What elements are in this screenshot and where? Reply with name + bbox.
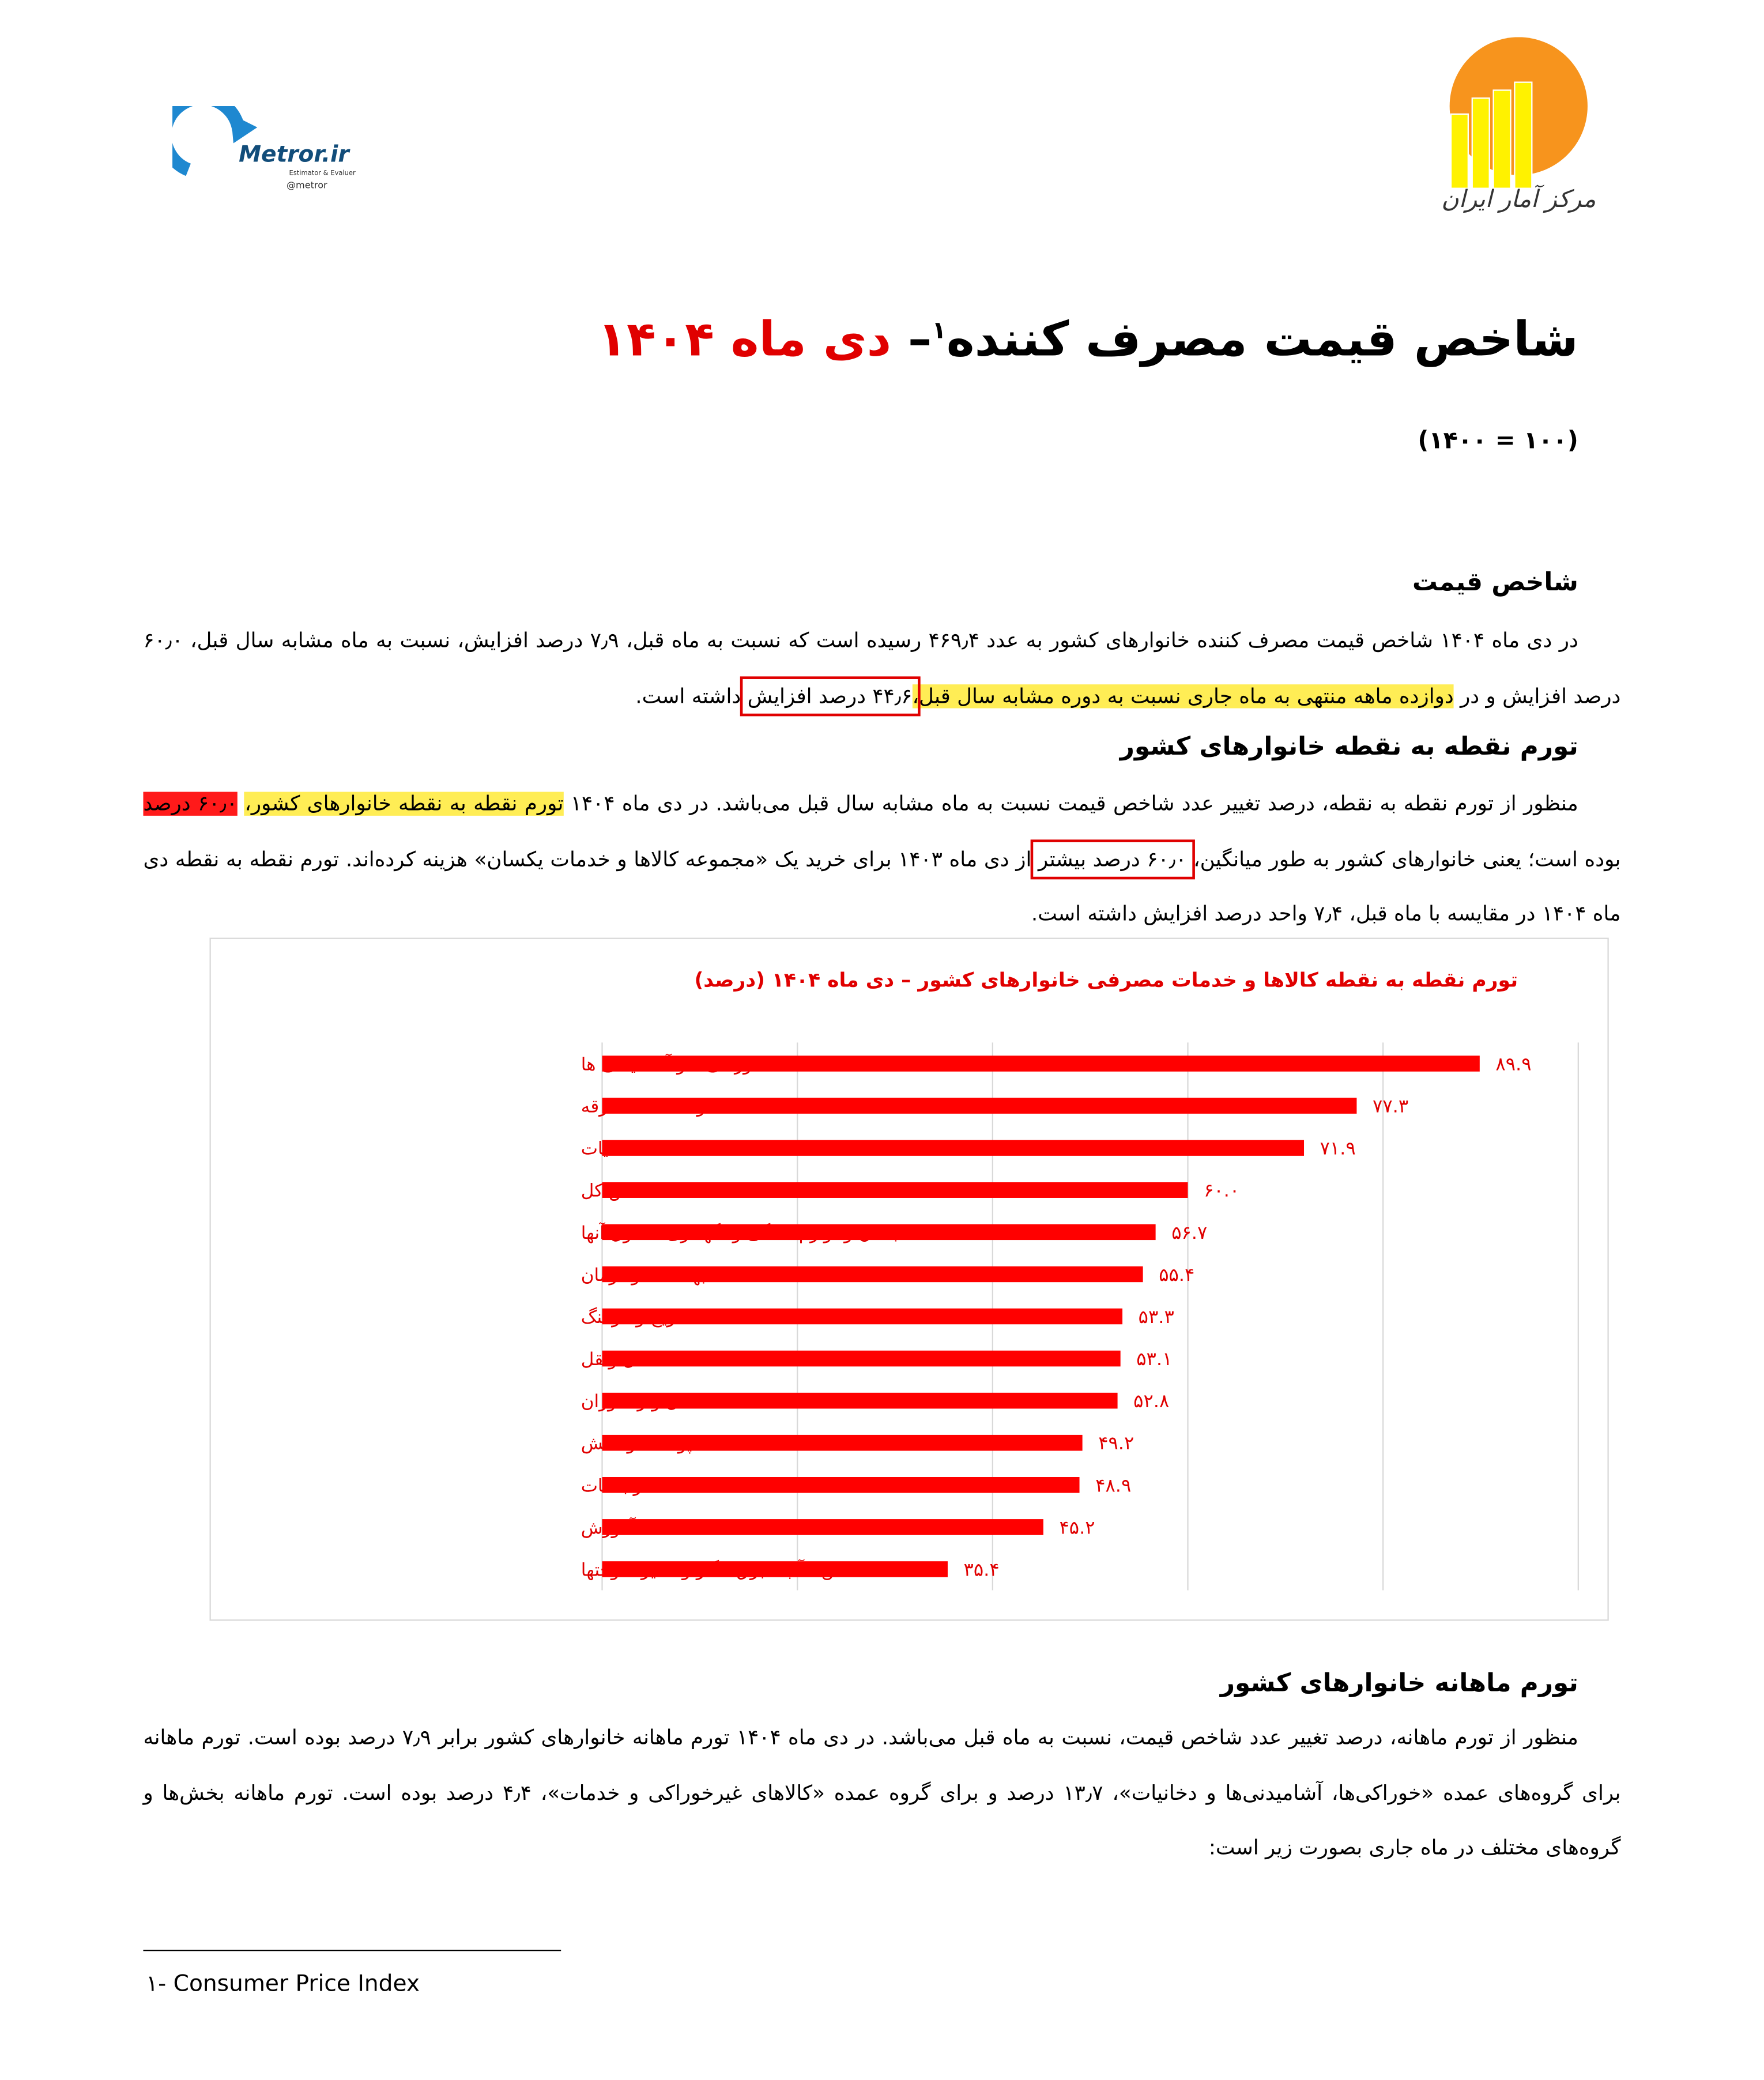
bar: [602, 1434, 1083, 1451]
text: منظور از تورم ماهانه، درصد تغییر عدد شاخ…: [143, 1725, 1621, 1860]
value-label: ۷۱.۹: [1320, 1137, 1356, 1159]
chart-frame: تورم نقطه به نقطه کالاها و خدمات مصرفی خ…: [209, 937, 1609, 1621]
logo-bar: [1471, 97, 1490, 189]
value-label: ۵۶.۷: [1171, 1222, 1207, 1244]
value-label: ۵۵.۴: [1159, 1264, 1194, 1286]
bar: [602, 1477, 1080, 1493]
highlight: تورم نقطه به نقطه خانوارهای کشور،: [244, 792, 564, 816]
text: داشته است.: [635, 684, 748, 708]
paragraph: منظور از تورم نقطه به نقطه، درصد تغییر ع…: [143, 777, 1620, 942]
bar: [602, 1056, 1480, 1072]
value-label: ۳۵.۴: [964, 1558, 1000, 1580]
value-label: ۴۹.۲: [1098, 1432, 1134, 1454]
highlight: ۶۰٫۰ درصد: [143, 792, 238, 816]
text: در دی ماه ۱۴۰۴ شاخص قیمت مصرف کننده خانو…: [143, 628, 1621, 708]
bar: [602, 1350, 1121, 1367]
bar: [602, 1182, 1188, 1198]
value-label: ۴۸.۹: [1095, 1474, 1131, 1496]
bar: [602, 1308, 1123, 1325]
bar: [602, 1519, 1043, 1535]
logo-text: Metror.ir: [239, 142, 350, 168]
bar: [602, 1098, 1357, 1114]
value-label: ۶۰.۰: [1204, 1180, 1239, 1201]
logo-bar: [1492, 89, 1512, 189]
bar: [602, 1140, 1305, 1156]
logo-arc: [172, 106, 246, 176]
footnote: ۱- Consumer Price Index: [146, 1970, 420, 1998]
logo-sub: Estimator & Evaluer: [289, 169, 356, 177]
chart-title: تورم نقطه به نقطه کالاها و خدمات مصرفی خ…: [694, 969, 1518, 992]
section-heading: تورم ماهانه خانوارهای کشور: [1220, 1668, 1578, 1698]
bar: [602, 1392, 1118, 1409]
boxed-text: ۴۴٫۶ درصد افزایش: [739, 676, 921, 716]
text: بوده است؛ یعنی خانوارهای کشور به طور میا…: [1186, 846, 1621, 871]
subtitle: (۱۰۰ = ۱۴۰۰): [1418, 427, 1578, 455]
highlight: دوازده ماهه منتهی به ماه جاری نسبت به دو…: [912, 684, 1454, 708]
value-label: ۵۳.۳: [1139, 1306, 1174, 1328]
text: منظور از تورم نقطه به نقطه، درصد تغییر ع…: [563, 792, 1578, 816]
title-date: دی ماه ۱۴۰۴: [597, 312, 892, 368]
text: از دی ماه ۱۴۰۳ برای خرید یک «مجموعه کالا…: [143, 846, 1621, 926]
value-label: ۷۷.۳: [1373, 1095, 1408, 1117]
chart: تورم نقطه به نقطه کالاها و خدمات مصرفی خ…: [581, 969, 1579, 1591]
title: شاخص قیمت مصرف کننده۱– دی ماه ۱۴۰۴: [598, 313, 1578, 367]
value-label: ۵۲.۸: [1133, 1390, 1169, 1412]
logo-handle: @metror: [287, 180, 327, 191]
bar: [602, 1561, 948, 1577]
metror-logo: Metror.ir Estimator & Evaluer @metror: [172, 106, 356, 191]
value-label: ۵۳.۱: [1136, 1348, 1172, 1370]
paragraph: منظور از تورم ماهانه، درصد تغییر عدد شاخ…: [143, 1711, 1620, 1876]
logo-arrow: [231, 114, 258, 144]
title-dash: –: [891, 312, 932, 368]
value-label: ۸۹.۹: [1495, 1053, 1531, 1075]
value-label: ۴۵.۲: [1060, 1516, 1095, 1538]
sci-logo: مرکز آمار ایران: [1441, 37, 1596, 213]
note-mark: ۱: [932, 316, 947, 345]
logo-bar: [1514, 81, 1533, 189]
section-heading: تورم نقطه به نقطه خانوارهای کشور: [1120, 732, 1578, 762]
footnote-rule: [143, 1950, 561, 1951]
logo-bar: [1450, 113, 1469, 189]
section-heading: شاخص قیمت: [1412, 567, 1578, 597]
bar: [602, 1266, 1143, 1283]
boxed-text: ۶۰٫۰ درصد بیشتر: [1030, 839, 1195, 879]
paragraph: در دی ماه ۱۴۰۴ شاخص قیمت مصرف کننده خانو…: [143, 614, 1620, 724]
bar: [602, 1224, 1156, 1241]
title-main: شاخص قیمت مصرف کننده: [946, 312, 1578, 368]
logo-text: مرکز آمار ایران: [1441, 184, 1596, 213]
